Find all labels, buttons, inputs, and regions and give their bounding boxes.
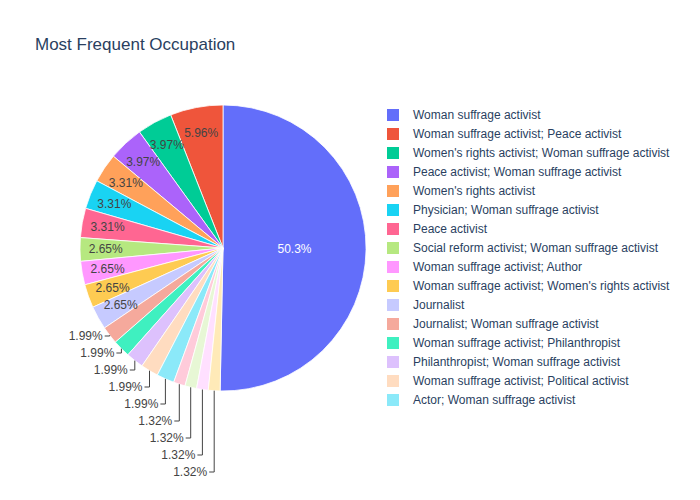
data-label: 1.32% xyxy=(161,448,195,462)
leader-line xyxy=(209,391,214,472)
data-label: 1.99% xyxy=(124,397,158,411)
legend-swatch xyxy=(387,242,399,254)
data-label: 1.32% xyxy=(173,465,207,479)
legend-label: Journalist xyxy=(413,298,465,312)
legend-label: Woman suffrage activist; Political activ… xyxy=(413,374,629,388)
background xyxy=(0,0,700,500)
data-label: 1.99% xyxy=(94,363,128,377)
data-label: 1.99% xyxy=(69,329,103,343)
data-label: 1.32% xyxy=(150,431,184,445)
legend-label: Peace activist xyxy=(413,222,488,236)
legend: Woman suffrage activist Woman suffrage ac… xyxy=(387,108,670,407)
legend-label: Social reform activist; Woman suffrage a… xyxy=(413,241,659,255)
legend-label: Woman suffrage activist; Author xyxy=(413,260,582,274)
legend-swatch xyxy=(387,280,399,292)
data-label: 1.99% xyxy=(108,380,142,394)
pie-slice xyxy=(220,105,366,391)
legend-swatch xyxy=(387,318,399,330)
legend-swatch xyxy=(387,204,399,216)
leader-line xyxy=(197,390,202,456)
data-label: 1.32% xyxy=(138,414,172,428)
legend-swatch xyxy=(387,185,399,197)
leader-line xyxy=(174,384,179,421)
pie-slice xyxy=(208,248,223,391)
legend-label: Woman suffrage activist xyxy=(413,108,541,122)
data-label: 3.97% xyxy=(126,155,160,169)
leader-line xyxy=(105,335,110,337)
data-label: 50.3% xyxy=(277,242,311,256)
data-label: 2.65% xyxy=(104,298,138,312)
legend-swatch xyxy=(387,299,399,311)
leader-line xyxy=(160,379,165,404)
data-label: 3.97% xyxy=(150,138,184,152)
data-label: 3.31% xyxy=(97,197,131,211)
legend-label: Physician; Woman suffrage activist xyxy=(413,203,599,217)
legend-swatch xyxy=(387,166,399,178)
slices xyxy=(80,105,366,391)
legend-label: Actor; Woman suffrage activist xyxy=(413,393,576,407)
chart: Most Frequent Occupation50.3%5.96%3.97%3… xyxy=(0,0,700,500)
pie-slice xyxy=(197,248,223,390)
legend-swatch xyxy=(387,337,399,349)
data-label: 1.99% xyxy=(80,346,114,360)
leader-line xyxy=(130,361,135,370)
leader-line xyxy=(116,349,121,353)
legend-label: Woman suffrage activist; Peace activist xyxy=(413,127,622,141)
legend-label: Women's rights activist xyxy=(413,184,536,198)
legend-swatch xyxy=(387,261,399,273)
legend-swatch xyxy=(387,375,399,387)
legend-swatch xyxy=(387,394,399,406)
leader-line xyxy=(145,371,150,387)
data-label: 3.31% xyxy=(91,220,125,234)
data-label: 2.65% xyxy=(91,262,125,276)
leader-line xyxy=(186,387,191,438)
legend-swatch xyxy=(387,356,399,368)
legend-label: Women's rights activist; Woman suffrage … xyxy=(413,146,670,160)
legend-swatch xyxy=(387,223,399,235)
title: Most Frequent Occupation xyxy=(35,35,235,54)
legend-label: Woman suffrage activist; Philanthropist xyxy=(413,336,621,350)
data-label: 2.65% xyxy=(89,242,123,256)
legend-label: Journalist; Woman suffrage activist xyxy=(413,317,599,331)
slice-labels: 50.3%5.96%3.97%3.97%3.31%3.31%3.31%2.65%… xyxy=(69,126,312,479)
legend-label: Peace activist; Woman suffrage activist xyxy=(413,165,622,179)
data-label: 5.96% xyxy=(184,126,218,140)
data-label: 2.65% xyxy=(96,281,130,295)
legend-swatch xyxy=(387,109,399,121)
data-label: 3.31% xyxy=(109,176,143,190)
legend-swatch xyxy=(387,128,399,140)
legend-swatch xyxy=(387,147,399,159)
legend-label: Philanthropist; Woman suffrage activist xyxy=(413,355,621,369)
legend-label: Woman suffrage activist; Women's rights … xyxy=(413,279,670,293)
